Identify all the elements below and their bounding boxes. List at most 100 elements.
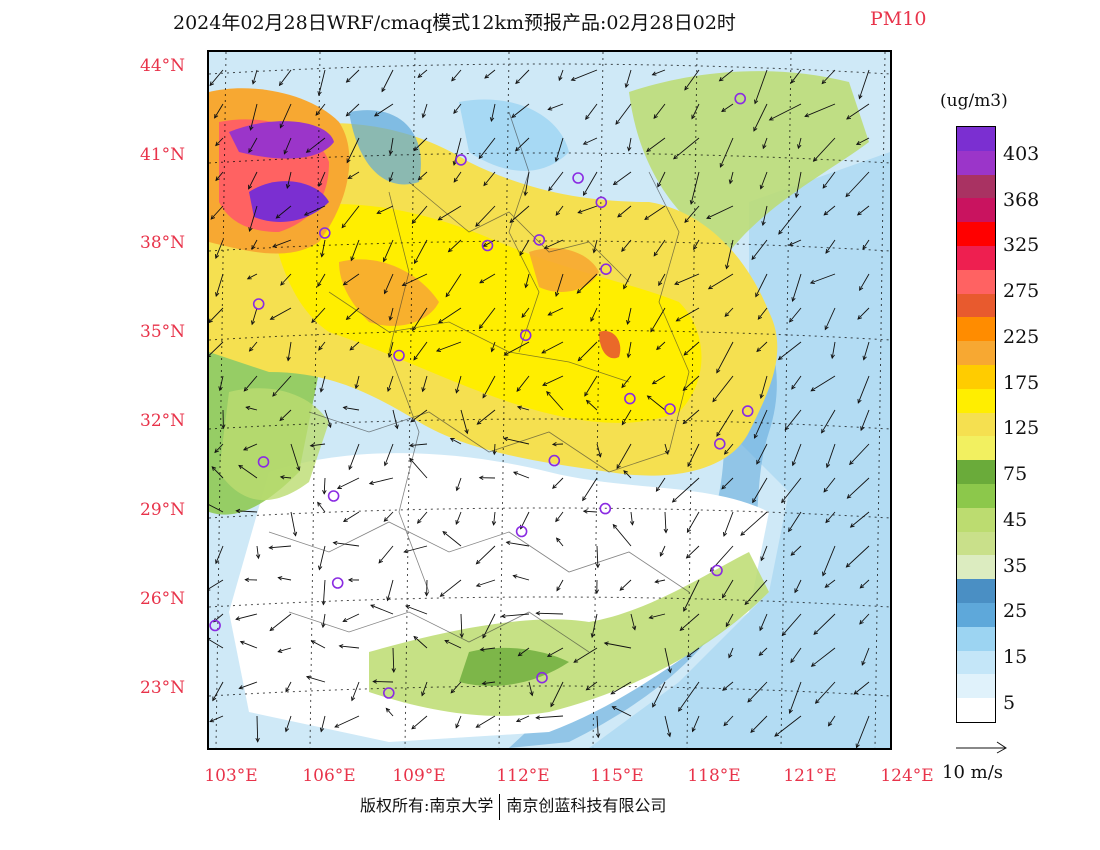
wind-vector-head bbox=[394, 424, 399, 430]
wind-vector-head bbox=[334, 723, 340, 728]
sea-area bbox=[589, 152, 890, 748]
wind-vector-head bbox=[791, 297, 796, 303]
wind-vector bbox=[478, 137, 496, 159]
wind-vector-head bbox=[790, 551, 796, 556]
wind-vector bbox=[691, 103, 700, 119]
wind-vector bbox=[573, 647, 598, 663]
wind-vector bbox=[346, 103, 360, 117]
wind-vector bbox=[479, 307, 496, 329]
wind-vector-head bbox=[421, 113, 426, 119]
wind-vector-head bbox=[666, 732, 672, 738]
longitude-line bbox=[780, 52, 792, 748]
wind-vector-head bbox=[478, 324, 484, 330]
wind-vector bbox=[621, 239, 632, 252]
wind-vector bbox=[659, 545, 666, 557]
wind-vector bbox=[861, 647, 870, 666]
wind-vector bbox=[455, 511, 462, 525]
colorbar-label: 15 bbox=[1003, 646, 1028, 668]
wind-vector-head bbox=[535, 611, 541, 616]
wind-vector-head bbox=[830, 354, 835, 360]
wind-vector-head bbox=[859, 619, 864, 625]
wind-vector bbox=[506, 541, 530, 547]
city-station-marker bbox=[515, 525, 528, 538]
wind-vector bbox=[582, 477, 598, 501]
wind-vector bbox=[450, 681, 462, 694]
wind-vector bbox=[480, 647, 496, 651]
wind-vector-head bbox=[350, 256, 355, 262]
wind-vector-head bbox=[794, 193, 799, 199]
wind-vector bbox=[482, 613, 496, 639]
colorbar-swatch bbox=[957, 150, 995, 176]
wind-vector bbox=[824, 307, 836, 330]
wind-vector-head bbox=[858, 94, 863, 100]
wind-vector-head bbox=[691, 727, 696, 733]
wind-vector bbox=[823, 477, 836, 493]
wind-vector-head bbox=[663, 528, 669, 534]
wind-vector bbox=[716, 341, 734, 373]
wind-vector-head bbox=[725, 264, 730, 270]
wind-vector-head bbox=[791, 461, 797, 467]
wind-vector-head bbox=[521, 313, 526, 318]
wind-vector bbox=[513, 575, 530, 581]
wind-vector-head bbox=[546, 390, 551, 396]
wind-vector bbox=[757, 307, 768, 320]
wind-vector bbox=[322, 579, 326, 605]
wind-vector bbox=[215, 545, 224, 564]
wind-vector bbox=[615, 103, 632, 125]
wind-vector-head bbox=[759, 184, 764, 190]
wind-vector bbox=[728, 647, 734, 658]
wind-vector-head bbox=[790, 658, 795, 664]
northeast-band bbox=[629, 71, 869, 252]
wind-vector bbox=[810, 273, 836, 284]
wind-vector-head bbox=[336, 484, 342, 489]
wind-vector-head bbox=[753, 433, 758, 439]
wind-vector-head bbox=[342, 517, 348, 523]
wind-vector bbox=[524, 171, 530, 196]
wind-vector-head bbox=[383, 289, 388, 295]
colorbar-label: 275 bbox=[1003, 280, 1040, 302]
wind-vector-head bbox=[503, 436, 509, 442]
wind-vector bbox=[647, 395, 666, 411]
wind-vector bbox=[243, 375, 258, 392]
wind-vector bbox=[528, 681, 533, 696]
wind-vector bbox=[215, 273, 224, 297]
wind-vector bbox=[712, 375, 734, 402]
wind-vector-head bbox=[386, 596, 391, 602]
wind-vector bbox=[417, 69, 428, 78]
wind-vector-head bbox=[810, 387, 816, 392]
wind-vector-head bbox=[411, 724, 417, 730]
wind-vector bbox=[825, 579, 836, 588]
wind-vector bbox=[646, 137, 666, 152]
wind-vector-head bbox=[721, 484, 726, 490]
wind-vector bbox=[383, 511, 394, 522]
city-station-marker bbox=[572, 172, 584, 184]
wind-vector bbox=[317, 502, 326, 513]
wind-vector-head bbox=[595, 733, 601, 739]
wind-vector bbox=[440, 579, 462, 597]
wind-vector bbox=[856, 137, 870, 145]
wind-vector-head bbox=[255, 737, 260, 743]
wind-vector-head bbox=[387, 352, 393, 358]
wind-vector bbox=[320, 375, 326, 392]
graticule-lines bbox=[209, 52, 890, 748]
wind-vector bbox=[822, 171, 836, 189]
wind-vector-head bbox=[757, 315, 763, 320]
wind-vector bbox=[209, 639, 224, 649]
wind-vector-head bbox=[478, 154, 484, 160]
city-station-marker bbox=[711, 564, 723, 577]
wind-vector bbox=[343, 613, 360, 622]
wind-vector-head bbox=[332, 540, 338, 546]
colorbar-label: 5 bbox=[1003, 692, 1016, 714]
wind-vector-head bbox=[341, 223, 346, 229]
latitude-line bbox=[209, 152, 890, 164]
wind-vector-head bbox=[825, 518, 830, 524]
wind-vector-head bbox=[740, 531, 746, 536]
lon-label-109: 109°E bbox=[392, 766, 446, 786]
colorbar-label: 175 bbox=[1003, 372, 1040, 394]
wind-vector-head bbox=[385, 707, 391, 713]
wind-vector bbox=[346, 137, 360, 163]
wind-vector-head bbox=[849, 523, 855, 528]
wind-vector bbox=[591, 613, 598, 638]
wind-vector-head bbox=[781, 631, 787, 637]
wind-vector-head bbox=[716, 431, 721, 437]
